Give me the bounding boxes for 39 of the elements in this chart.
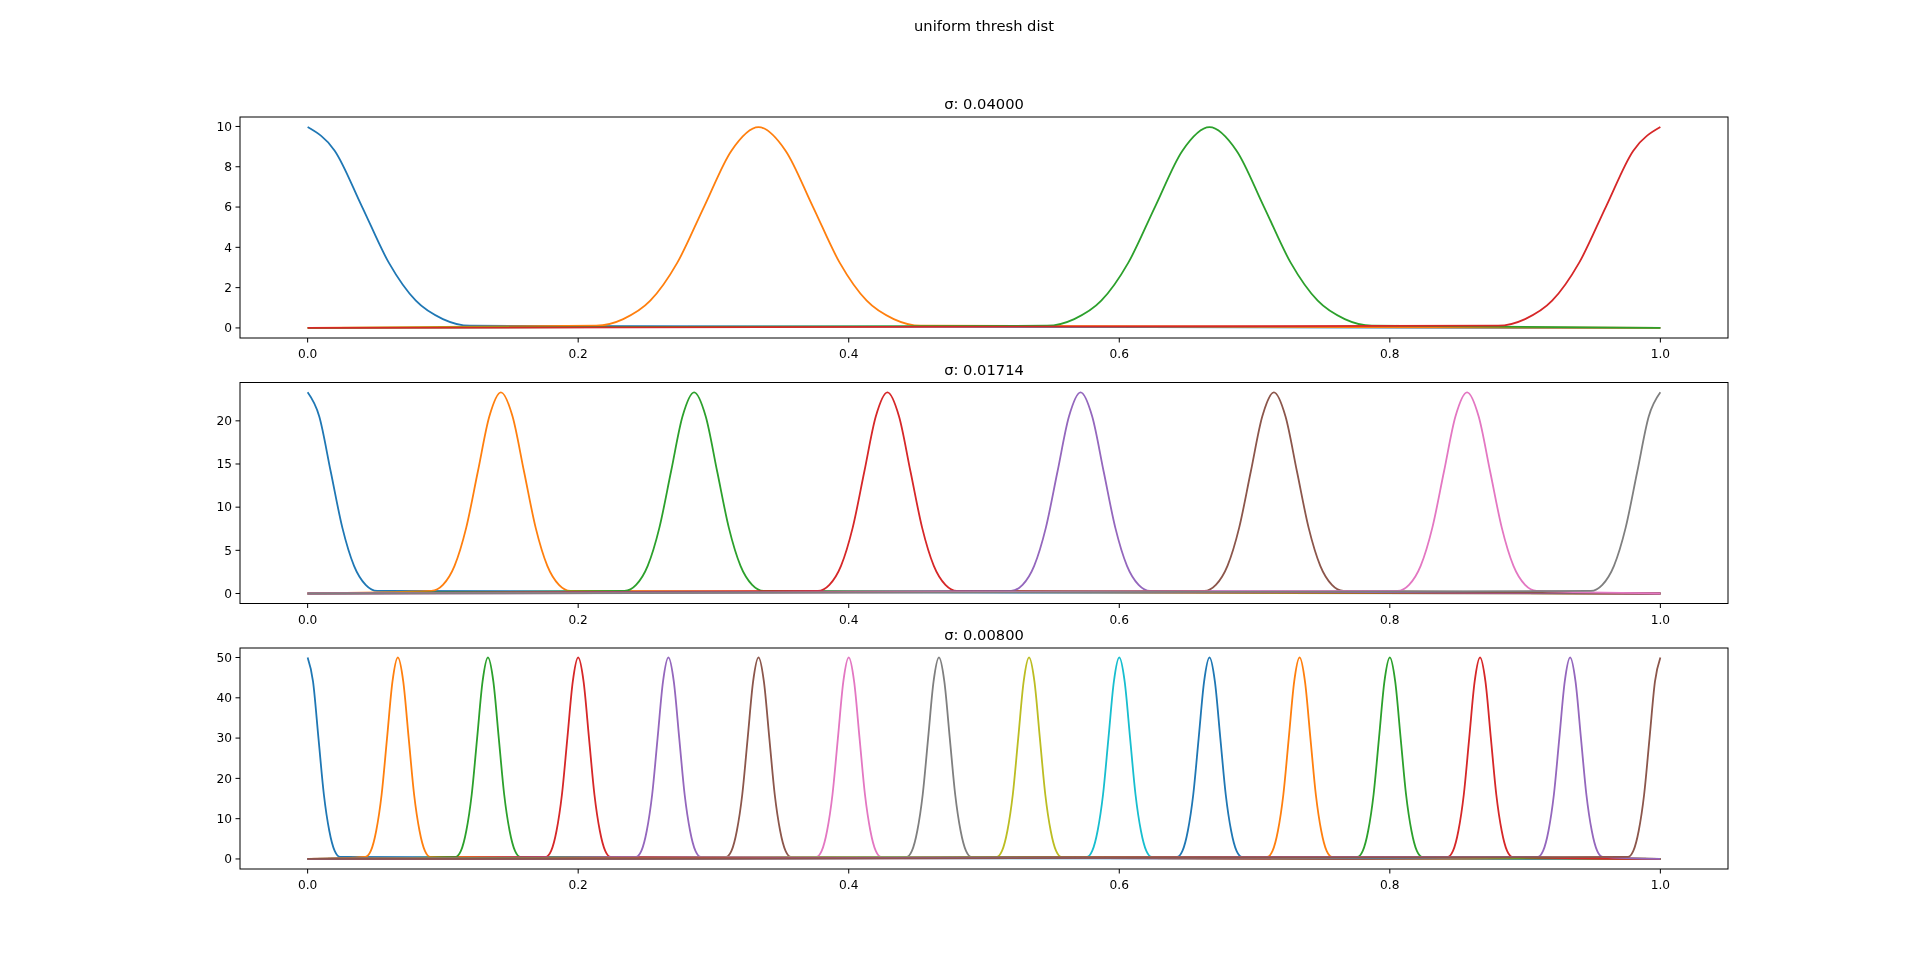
x-tick-label: 1.0 <box>1650 612 1671 627</box>
x-tick-label: 0.2 <box>568 612 588 627</box>
x-tick-label: 0.8 <box>1380 347 1400 361</box>
y-tick-label: 10 <box>216 811 232 826</box>
x-tick-label: 0.0 <box>297 612 318 627</box>
chart-title: σ: 0.00800 <box>944 626 1024 643</box>
x-tick-label: 0.6 <box>1109 612 1129 627</box>
y-tick-label: 8 <box>224 160 232 175</box>
x-tick-label: 0.8 <box>1380 612 1400 627</box>
y-tick-label: 40 <box>216 691 232 706</box>
y-tick-label: 20 <box>216 771 232 786</box>
x-tick-label: 0.4 <box>839 347 859 361</box>
x-tick-label: 0.2 <box>568 878 588 892</box>
y-tick-label: 50 <box>216 650 232 665</box>
y-tick-label: 0 <box>224 586 232 601</box>
x-tick-label: 0.8 <box>1380 878 1400 892</box>
y-tick-label: 10 <box>216 500 232 515</box>
y-tick-label: 20 <box>216 414 232 429</box>
x-tick-label: 0.6 <box>1109 878 1129 892</box>
y-tick-label: 0 <box>224 321 232 336</box>
x-tick-label: 1.0 <box>1650 347 1671 361</box>
chart-title: σ: 0.04000 <box>944 95 1024 112</box>
y-tick-label: 0 <box>224 852 232 867</box>
y-tick-label: 15 <box>216 457 232 472</box>
text: uniform thresh dist <box>914 17 1055 34</box>
chart-title: σ: 0.01714 <box>944 360 1024 378</box>
y-tick-label: 5 <box>224 543 232 558</box>
x-tick-label: 0.2 <box>568 347 588 361</box>
y-tick-label: 6 <box>224 200 232 215</box>
x-tick-label: 1.0 <box>1650 878 1671 892</box>
x-tick-label: 0.4 <box>839 612 859 627</box>
y-tick-label: 10 <box>216 119 232 134</box>
y-tick-label: 2 <box>224 280 232 295</box>
y-tick-label: 4 <box>224 240 233 255</box>
x-tick-label: 0.0 <box>297 878 318 892</box>
x-tick-label: 0.0 <box>297 347 318 361</box>
y-tick-label: 30 <box>216 731 232 746</box>
x-tick-label: 0.6 <box>1109 347 1129 361</box>
x-tick-label: 0.4 <box>839 878 859 892</box>
